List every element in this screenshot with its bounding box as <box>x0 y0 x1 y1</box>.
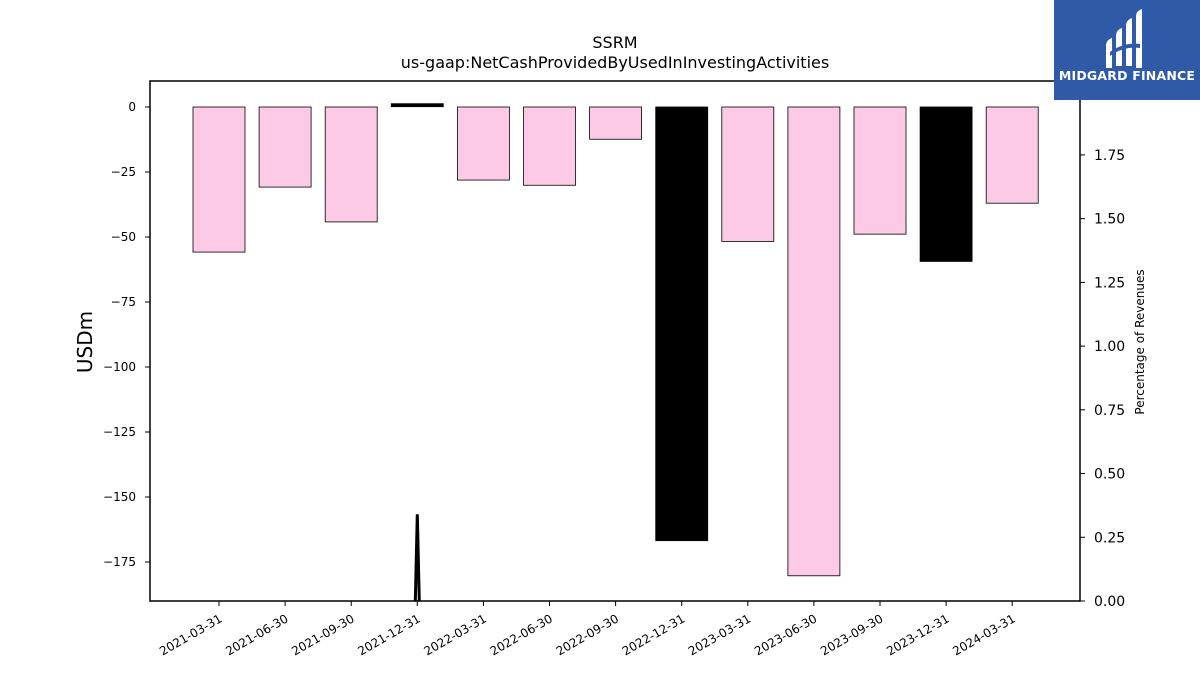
y-tick-label: −50 <box>111 230 136 244</box>
bar-2022-09-30 <box>589 106 642 140</box>
y-tick-label: 0 <box>128 100 136 114</box>
bar-2024-03-31 <box>985 106 1039 204</box>
y-tick-label: −25 <box>111 165 136 179</box>
y-tick-label: −150 <box>103 490 136 504</box>
y2-tick-label: 0.75 <box>1094 403 1125 419</box>
y2-tick-label: 0.50 <box>1094 467 1125 483</box>
x-tick-label: 2022-12-31 <box>620 611 687 658</box>
logo-text: MIDGARD FINANCE <box>1058 68 1196 83</box>
bar-2021-12-31 <box>390 103 444 108</box>
chart-subtitle: us-gaap:NetCashProvidedByUsedInInvesting… <box>401 53 829 72</box>
x-tick-label: 2022-09-30 <box>554 611 621 658</box>
y2-tick-label: 0.25 <box>1094 530 1125 546</box>
bar-2022-06-30 <box>523 106 576 186</box>
x-tick-label: 2023-06-30 <box>752 611 819 658</box>
bar-2022-03-31 <box>456 106 510 181</box>
y2-tick-label: 0.00 <box>1094 594 1125 610</box>
y-tick-label: −75 <box>111 295 136 309</box>
x-tick-label: 2022-06-30 <box>488 611 555 658</box>
plot-frame <box>149 80 1081 602</box>
x-tick-label: 2021-09-30 <box>289 611 356 658</box>
midgard-finance-logo: MIDGARD FINANCE <box>1054 0 1200 100</box>
bar-2022-12-31 <box>655 106 709 542</box>
x-tick-label: 2023-03-31 <box>686 611 753 658</box>
x-tick-label: 2021-12-31 <box>355 611 422 658</box>
percentage-line <box>413 514 421 602</box>
y2-tick-label: 1.50 <box>1094 212 1125 228</box>
bar-2023-12-31 <box>919 106 973 262</box>
chart-title: SSRM <box>592 33 637 52</box>
bar-2021-06-30 <box>258 106 312 188</box>
bar-2021-03-31 <box>192 106 246 253</box>
y-tick-label: −175 <box>103 555 136 569</box>
logo-mark-icon <box>1106 9 1142 68</box>
x-tick-label: 2023-09-30 <box>818 611 885 658</box>
bar-2023-03-31 <box>721 106 775 242</box>
y-tick-label: −125 <box>103 425 136 439</box>
bar-2023-06-30 <box>787 106 841 577</box>
y2-axis-label: Percentage of Revenues <box>1133 269 1147 414</box>
x-tick-label: 2021-03-31 <box>157 611 224 658</box>
y2-tick-label: 1.00 <box>1094 339 1125 355</box>
bar-2023-09-30 <box>853 106 907 235</box>
bar-2021-09-30 <box>324 106 378 223</box>
y2-tick-label: 1.75 <box>1094 148 1125 164</box>
x-tick-label: 2022-03-31 <box>421 611 488 658</box>
y-axis-label: USDm <box>73 311 97 373</box>
y2-tick-label: 1.25 <box>1094 275 1125 291</box>
x-tick-label: 2021-06-30 <box>223 611 290 658</box>
y-tick-label: −100 <box>103 360 136 374</box>
x-tick-label: 2024-03-31 <box>950 611 1017 658</box>
x-tick-label: 2023-12-31 <box>884 611 951 658</box>
